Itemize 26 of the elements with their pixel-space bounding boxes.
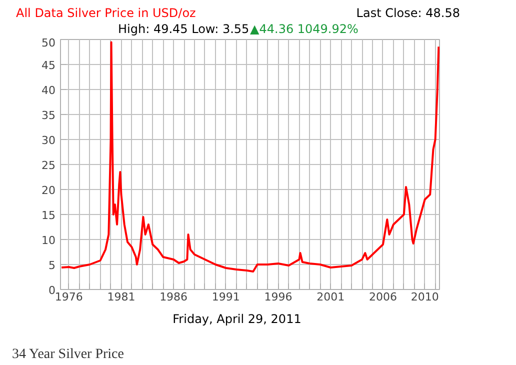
y-tick-label: 0 [48, 284, 56, 297]
x-tick-label: 2010 [410, 290, 439, 304]
y-tick-label: 30 [42, 134, 56, 147]
y-tick-label: 50 [42, 36, 56, 50]
chart-title: All Data Silver Price in USD/oz [16, 5, 196, 22]
y-tick-label: 5 [48, 259, 56, 272]
y-tick-label: 25 [42, 159, 56, 172]
text: ▲44.36 1049.92% [250, 21, 358, 38]
y-tick-label: 35 [42, 109, 56, 122]
text: Last Close: 48.58 [356, 5, 460, 22]
y-tick-label: 10 [42, 234, 56, 247]
x-tick-label: 1986 [160, 290, 188, 304]
line-series [60, 41, 440, 272]
x-tick-label: 2006 [368, 290, 397, 304]
x-tick-label: 1981 [107, 290, 136, 304]
x-tick-label: 1991 [212, 290, 240, 304]
y-tick-label: 20 [42, 184, 56, 197]
x-tick-label: 1976 [54, 290, 83, 304]
y-tick-label: 40 [42, 84, 56, 97]
text: 34 Year Silver Price [12, 346, 124, 364]
y-tick-label: 15 [42, 209, 56, 222]
x-axis-title: Friday, April 29, 2011 [172, 311, 302, 328]
y-tick-label: 45 [42, 59, 56, 72]
x-tick-label: 1996 [264, 290, 292, 304]
chart-subtitle: High: 49.45 Low: 3.55 [118, 21, 250, 38]
x-tick-label: 2001 [316, 290, 345, 304]
